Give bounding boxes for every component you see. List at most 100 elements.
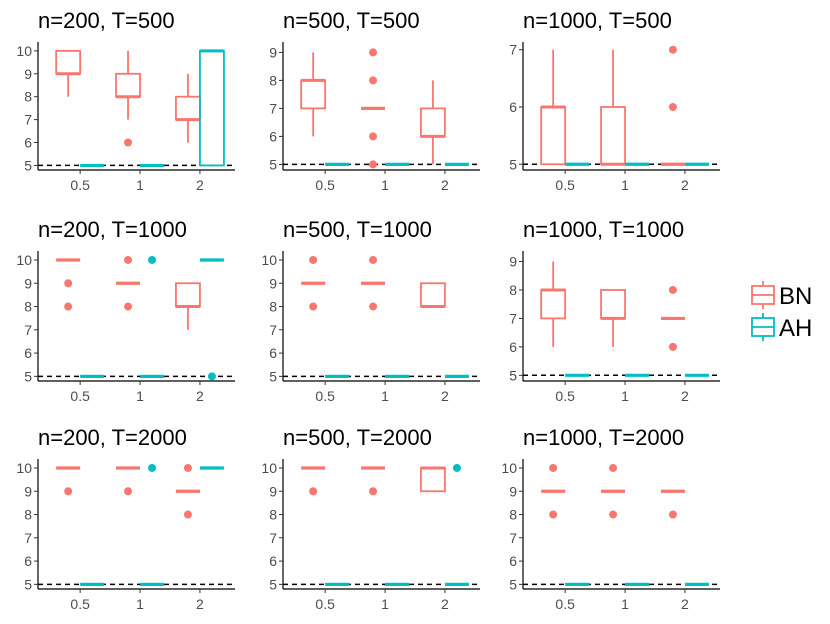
y-tick-label: 8 — [269, 72, 277, 88]
y-tick-label: 6 — [24, 135, 32, 151]
y-tick-label: 8 — [509, 507, 517, 523]
x-tick-label: 2 — [441, 388, 449, 404]
x-tick-label: 1 — [621, 388, 629, 404]
box-iqr — [420, 467, 446, 493]
outlier-point — [309, 255, 318, 264]
box-iqr — [115, 72, 141, 98]
outlier-point — [124, 487, 133, 496]
y-tick-label: 6 — [269, 128, 277, 144]
bn-box-0.5 — [301, 466, 326, 496]
box-iqr — [420, 107, 446, 138]
ah-box-1 — [140, 255, 165, 378]
ah-box-1 — [140, 463, 165, 586]
panel-title: n=500, T=500 — [283, 8, 420, 33]
outlier-point — [668, 103, 677, 111]
y-tick-label: 10 — [16, 460, 32, 476]
bn-box-0.5 — [300, 52, 327, 137]
outlier-point — [668, 285, 677, 294]
outlier-point — [549, 510, 558, 519]
y-tick-label: 9 — [269, 275, 277, 291]
x-tick-label: 2 — [681, 388, 689, 404]
bn-box-1 — [600, 289, 626, 347]
legend-label-bn: BN — [779, 283, 812, 310]
bn-box-1 — [116, 466, 141, 496]
y-tick-label: 8 — [24, 89, 32, 105]
y-tick-label: 5 — [509, 156, 517, 172]
outlier-point — [668, 510, 677, 519]
x-tick-label: 1 — [621, 177, 629, 193]
x-tick-label: 2 — [196, 596, 204, 612]
y-tick-label: 8 — [269, 299, 277, 315]
box-iqr — [55, 49, 82, 75]
panel-7: n=200, T=2000 5 6 7 8 9 10 0.5 1 2 — [16, 425, 235, 612]
bn-box-2 — [420, 282, 446, 309]
panel-5: n=500, T=1000 5 6 7 8 9 10 0.5 1 2 — [261, 217, 480, 404]
y-tick-label: 9 — [269, 44, 277, 60]
y-tick-label: 6 — [269, 345, 277, 361]
bn-box-0.5 — [56, 466, 81, 496]
y-tick-label: 5 — [509, 367, 517, 383]
y-tick-label: 6 — [24, 345, 32, 361]
bn-box-0.5 — [540, 261, 567, 347]
y-tick-label: 8 — [24, 299, 32, 315]
y-tick-label: 5 — [269, 156, 277, 172]
x-tick-label: 0.5 — [555, 388, 575, 404]
x-tick-label: 2 — [441, 177, 449, 193]
x-tick-label: 2 — [681, 177, 689, 193]
outlier-point — [148, 463, 157, 472]
y-tick-label: 9 — [509, 254, 517, 270]
panel-title: n=200, T=500 — [38, 8, 175, 33]
box-iqr — [600, 106, 626, 166]
x-tick-label: 1 — [136, 596, 144, 612]
bn-box-1 — [361, 255, 386, 311]
outlier-point — [148, 255, 157, 264]
outlier-point — [369, 48, 378, 57]
outlier-point — [183, 510, 192, 519]
x-tick-label: 2 — [441, 596, 449, 612]
box-iqr — [600, 289, 626, 320]
bn-box-0.5 — [56, 258, 81, 311]
panel-3: n=1000, T=500 5 6 7 0.5 1 2 — [509, 8, 720, 193]
panel-9: n=1000, T=2000 5 6 7 8 9 10 0.5 1 2 — [501, 425, 720, 612]
y-tick-label: 5 — [24, 368, 32, 384]
box-iqr — [199, 49, 225, 167]
x-tick-label: 0.5 — [70, 388, 90, 404]
y-tick-label: 5 — [24, 157, 32, 173]
x-tick-label: 1 — [381, 177, 389, 193]
legend-key-ah — [751, 313, 775, 341]
x-tick-label: 1 — [381, 388, 389, 404]
x-tick-label: 0.5 — [315, 177, 335, 193]
bn-box-1 — [361, 466, 386, 496]
y-tick-label: 10 — [16, 43, 32, 59]
outlier-point — [609, 510, 618, 519]
y-tick-label: 7 — [24, 530, 32, 546]
panel-2: n=500, T=500 5 6 7 8 9 0.5 1 2 — [269, 8, 480, 193]
y-tick-label: 8 — [24, 507, 32, 523]
y-tick-label: 10 — [261, 460, 277, 476]
y-tick-label: 7 — [509, 530, 517, 546]
bn-box-2 — [660, 285, 685, 351]
y-tick-label: 7 — [269, 100, 277, 116]
bn-box-2 — [660, 45, 685, 166]
outlier-point — [668, 342, 677, 351]
x-tick-label: 0.5 — [555, 177, 575, 193]
x-tick-label: 1 — [136, 177, 144, 193]
outlier-point — [309, 487, 318, 496]
y-tick-label: 9 — [24, 483, 32, 499]
x-tick-label: 2 — [196, 388, 204, 404]
y-tick-label: 5 — [269, 576, 277, 592]
bn-box-2 — [175, 282, 201, 330]
outlier-point — [668, 45, 677, 54]
y-tick-label: 10 — [16, 252, 32, 268]
y-tick-label: 8 — [269, 507, 277, 523]
ah-box-2 — [199, 258, 224, 381]
y-tick-label: 6 — [509, 553, 517, 569]
bn-box-2 — [175, 463, 200, 519]
panel-4: n=200, T=1000 5 6 7 8 9 10 0.5 1 2 — [16, 217, 235, 404]
y-tick-label: 7 — [24, 322, 32, 338]
x-tick-label: 0.5 — [315, 596, 335, 612]
bn-box-1 — [361, 48, 386, 169]
bn-box-0.5 — [301, 255, 326, 311]
outlier-point — [124, 302, 133, 311]
